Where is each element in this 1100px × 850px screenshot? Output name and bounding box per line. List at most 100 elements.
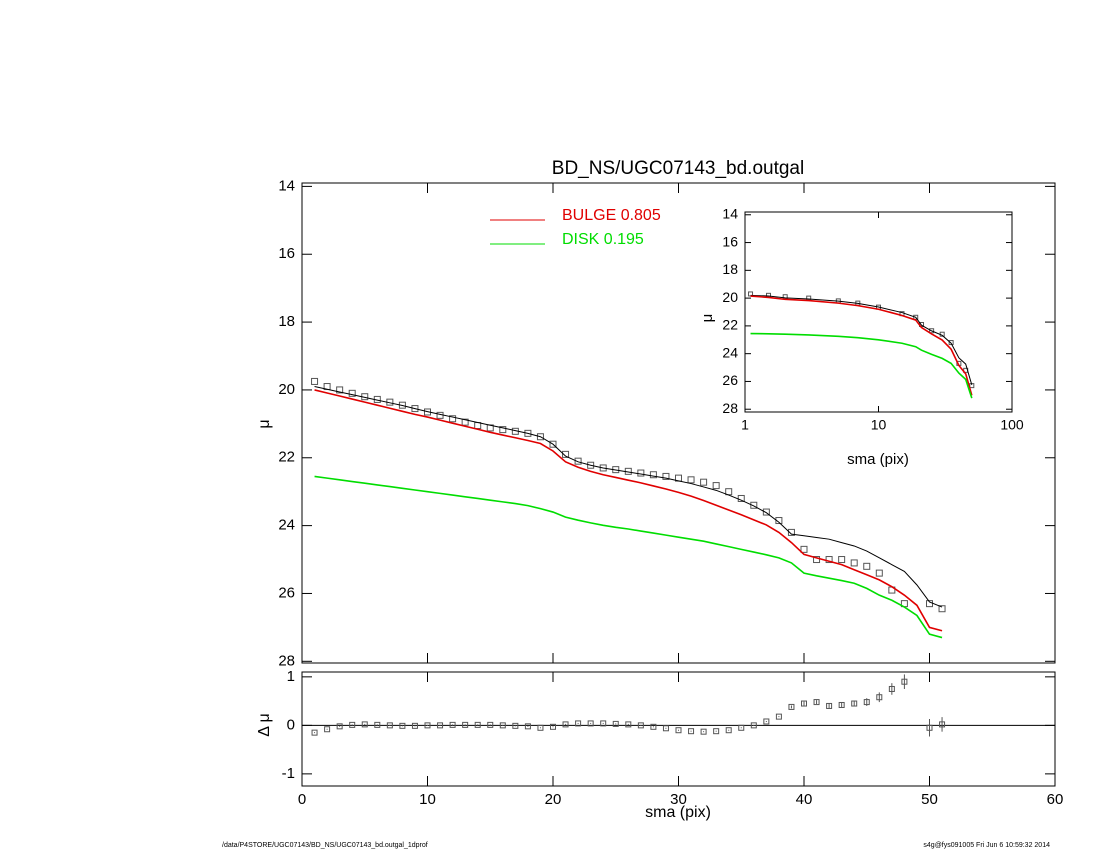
data-point xyxy=(687,476,695,484)
data-point xyxy=(549,440,557,448)
chart-title: BD_NS/UGC07143_bd.outgal xyxy=(552,158,804,179)
x-tick-label: 30 xyxy=(670,791,687,808)
series-line xyxy=(750,332,973,399)
data-point xyxy=(888,685,895,692)
y-tick-label: -1 xyxy=(282,765,295,782)
y-tick-label: 22 xyxy=(722,317,738,333)
x-tick-label: 10 xyxy=(419,791,436,808)
data-point xyxy=(650,723,657,730)
series-line xyxy=(750,295,973,396)
data-point xyxy=(437,722,444,729)
legend-label: DISK 0.195 xyxy=(562,231,644,248)
data-point xyxy=(938,605,946,613)
data-point xyxy=(939,721,946,728)
data-point xyxy=(324,726,331,733)
data-point xyxy=(499,426,507,434)
data-point xyxy=(349,721,356,728)
data-point xyxy=(348,389,356,397)
series-line xyxy=(750,294,973,386)
data-point xyxy=(901,678,908,685)
y-tick-label: 20 xyxy=(278,381,295,398)
data-point xyxy=(863,699,870,706)
footer-left: /data/P4STORE/UGC07143/BD_NS/UGC07143_bd… xyxy=(222,842,428,849)
data-point xyxy=(499,722,506,729)
y-tick-label: 26 xyxy=(278,584,295,601)
data-point xyxy=(336,723,343,730)
data-point xyxy=(863,562,871,570)
y-tick-label: 18 xyxy=(722,261,738,277)
data-point xyxy=(825,556,833,564)
data-point xyxy=(948,340,954,346)
data-point xyxy=(612,720,619,727)
x-axis-label: sma (pix) xyxy=(645,804,711,821)
data-point xyxy=(336,386,344,394)
y-tick-label: 16 xyxy=(722,233,738,249)
y-axis-label: μ xyxy=(256,419,273,428)
series-line xyxy=(314,475,943,639)
y-tick-label: 24 xyxy=(278,517,295,534)
x-tick-label: 40 xyxy=(796,791,813,808)
y-tick-label: 14 xyxy=(722,205,738,221)
y-tick-label: 22 xyxy=(278,449,295,466)
data-point xyxy=(587,461,595,469)
data-point xyxy=(361,721,368,728)
data-point xyxy=(524,429,532,437)
x-tick-label: 0 xyxy=(298,791,306,808)
data-point xyxy=(763,718,770,725)
data-point xyxy=(649,471,657,479)
x-tick-label: 50 xyxy=(921,791,938,808)
data-point xyxy=(748,291,754,297)
data-point xyxy=(838,556,846,564)
data-point xyxy=(575,720,582,727)
data-point xyxy=(524,723,531,730)
data-point xyxy=(311,729,318,736)
data-point xyxy=(712,482,720,490)
y-tick-label: 26 xyxy=(722,372,738,388)
y-tick-label: 16 xyxy=(278,245,295,262)
data-point xyxy=(474,721,481,728)
data-point xyxy=(762,508,770,516)
data-point xyxy=(662,472,670,480)
data-point xyxy=(800,545,808,553)
data-point xyxy=(713,728,720,735)
y-tick-label: 0 xyxy=(287,716,295,733)
y-axis-label: Δ μ xyxy=(256,713,273,736)
y-tick-label: 18 xyxy=(278,313,295,330)
data-point xyxy=(688,728,695,735)
data-point xyxy=(562,450,570,458)
x-tick-label: 100 xyxy=(1000,417,1024,433)
data-point xyxy=(637,722,644,729)
x-axis-label: sma (pix) xyxy=(847,451,909,468)
data-point xyxy=(449,721,456,728)
data-point xyxy=(411,405,419,413)
y-tick-label: 14 xyxy=(278,177,295,194)
data-point xyxy=(374,721,381,728)
x-tick-label: 20 xyxy=(545,791,562,808)
data-point xyxy=(386,722,393,729)
data-point xyxy=(600,720,607,727)
data-point xyxy=(399,722,406,729)
data-point xyxy=(788,703,795,710)
data-point xyxy=(725,727,732,734)
data-point xyxy=(462,721,469,728)
data-point xyxy=(787,528,795,536)
data-point xyxy=(700,728,707,735)
data-point xyxy=(929,328,935,334)
y-tick-label: 28 xyxy=(278,652,295,669)
data-point xyxy=(750,501,758,509)
data-point xyxy=(838,701,845,708)
data-point xyxy=(461,418,469,426)
data-point xyxy=(487,721,494,728)
x-tick-label: 60 xyxy=(1047,791,1064,808)
data-point xyxy=(851,700,858,707)
data-point xyxy=(675,727,682,734)
data-point xyxy=(700,478,708,486)
data-point xyxy=(926,724,933,731)
data-point xyxy=(876,694,883,701)
data-point xyxy=(813,699,820,706)
data-point xyxy=(550,723,556,730)
data-point xyxy=(449,415,457,423)
